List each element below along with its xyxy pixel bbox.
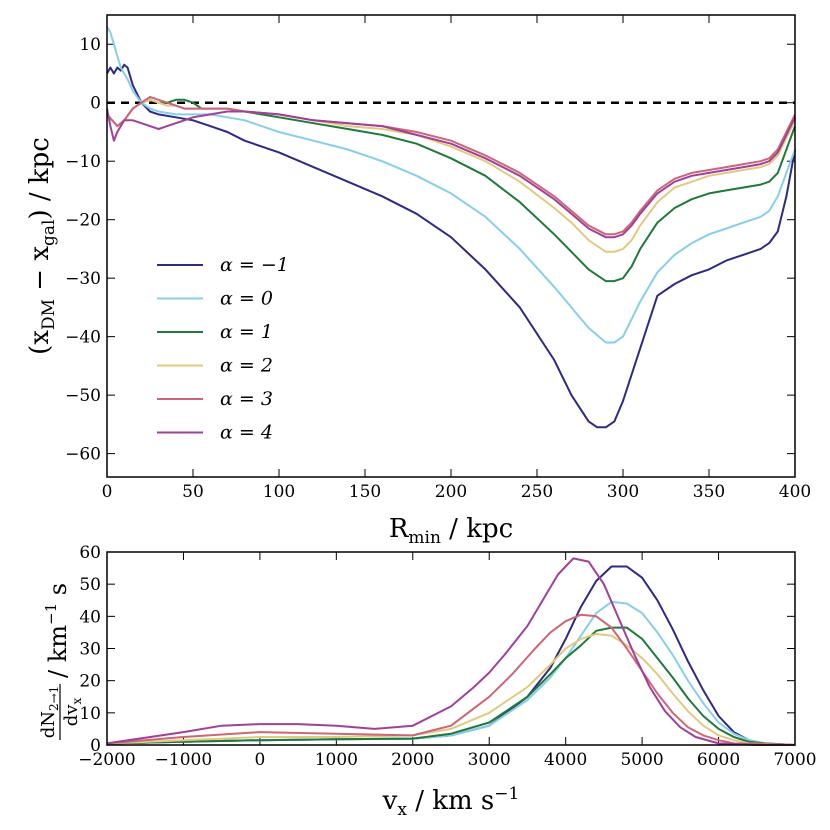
top-series-line-3 (106, 98, 796, 253)
bottom-y-tick-label: 30 (79, 640, 101, 660)
bottom-series-line-2 (106, 626, 796, 746)
legend-label-2: α = 1 (220, 321, 273, 343)
top-series-line-0 (106, 63, 796, 429)
top-x-tick-labels: 0 50 100 150 200 250 300 350 400 (102, 482, 812, 502)
bottom-x-tick-label: −1000 (155, 750, 213, 770)
svg-text:/ km−1 s: / km−1 s (42, 583, 72, 678)
bottom-y-tick-label: 0 (90, 736, 101, 756)
bottom-plot-frame (106, 551, 796, 746)
top-y-tick-label: −20 (65, 211, 101, 231)
top-x-axis-label: Rmin / kpc (389, 514, 513, 548)
bottom-series-line-4 (106, 613, 796, 746)
top-series-line-5 (106, 108, 796, 239)
bottom-x-tick-label: 4000 (544, 750, 587, 770)
top-x-tick-label: 250 (521, 482, 553, 502)
top-x-tick-label: 300 (607, 482, 639, 502)
bottom-y-tick-labels: 0 10 20 30 40 50 60 (79, 543, 101, 756)
top-plot-frame (106, 14, 796, 478)
top-x-tick-label: 200 (435, 482, 467, 502)
bottom-panel: −2000 −1000 0 1000 2000 3000 4000 5000 6000 7000 … (38, 543, 817, 820)
bottom-x-tick-label: 3000 (468, 750, 511, 770)
bottom-y-tick-label: 50 (79, 575, 101, 595)
bottom-y-tick-label: 60 (79, 543, 101, 563)
bottom-x-tick-label: 0 (254, 750, 265, 770)
top-y-axis-label: (xDM − xgal) / kpc (25, 137, 59, 355)
bottom-x-tick-label: 7000 (773, 750, 816, 770)
top-x-tick-label: 400 (779, 482, 811, 502)
bottom-y-axis-label: dN2→1 dvx / km−1 s (38, 583, 84, 740)
top-y-tick-label: −10 (65, 152, 101, 172)
top-series-group (106, 26, 796, 429)
top-panel: 0 50 100 150 200 250 300 350 400 100−10−20−30−40… (25, 14, 812, 548)
bottom-y-tick-label: 10 (79, 704, 101, 724)
bottom-y-tick-label: 20 (79, 672, 101, 692)
top-y-tick-label: 10 (79, 35, 101, 55)
top-x-tick-label: 150 (349, 482, 381, 502)
top-x-tick-label: 50 (182, 482, 204, 502)
legend: α = −1 α = 0 α = 1 α = 2 α = 3 α = 4 (157, 254, 289, 444)
bottom-series-group (106, 557, 796, 746)
bottom-series-line-5 (106, 557, 795, 746)
top-y-tick-labels: 10 0 −10 −20 −30 −40 −50 −60 (65, 35, 101, 464)
legend-label-4: α = 3 (220, 388, 273, 410)
bottom-x-axis-label: vx / km s−1 (382, 784, 520, 820)
top-y-tick-label: −60 (65, 445, 101, 465)
bottom-x-tick-label: 2000 (391, 750, 434, 770)
bottom-x-tick-label: 5000 (620, 750, 663, 770)
bottom-x-tick-label: −2000 (78, 750, 136, 770)
bottom-x-tick-labels: −2000 −1000 0 1000 2000 3000 4000 5000 6000 7000 (78, 750, 816, 770)
legend-label-3: α = 2 (220, 355, 273, 377)
top-series-line-1 (106, 26, 796, 344)
top-y-tick-label: −30 (65, 269, 101, 289)
top-x-tick-label: 100 (263, 482, 295, 502)
bottom-x-tick-label: 1000 (315, 750, 358, 770)
bottom-series-line-3 (106, 633, 796, 746)
svg-text:dvx: dvx (61, 698, 84, 727)
legend-label-0: α = −1 (220, 254, 289, 276)
legend-label-5: α = 4 (220, 422, 273, 444)
bottom-x-tick-label: 6000 (697, 750, 740, 770)
bottom-y-tick-label: 40 (79, 607, 101, 627)
top-y-tick-label: −50 (65, 386, 101, 406)
top-series-line-4 (106, 95, 796, 236)
top-y-tick-label: −40 (65, 328, 101, 348)
svg-text:dN2→1: dN2→1 (38, 686, 61, 739)
bottom-plot-area (107, 552, 795, 745)
top-y-tick-label: 0 (90, 94, 101, 114)
top-x-tick-label: 0 (102, 482, 113, 502)
top-plot-area (107, 15, 795, 477)
top-x-tick-label: 350 (693, 482, 725, 502)
legend-label-1: α = 0 (220, 288, 273, 310)
